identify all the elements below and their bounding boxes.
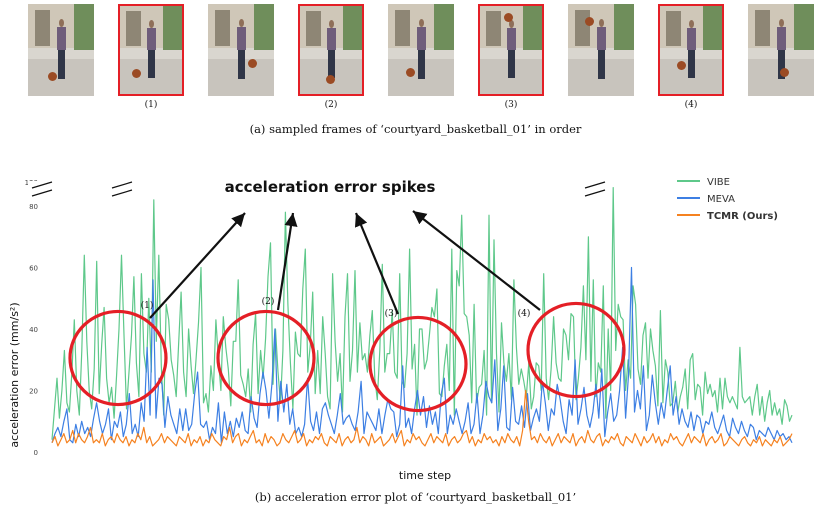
- spike-label: (2): [262, 296, 275, 307]
- spike-circles: (1) (2) (3) (4): [68, 296, 626, 413]
- basketball-icon: [779, 68, 789, 78]
- person-figure: [507, 20, 516, 79]
- basketball-icon: [132, 69, 142, 79]
- y-axis-label: acceleration error (mm/s²): [8, 302, 21, 447]
- frame-thumbnail: [388, 4, 454, 96]
- basketball-icon: [677, 60, 687, 70]
- spike-label: (1): [141, 300, 154, 311]
- spike-label: (3): [385, 308, 398, 319]
- frame-thumbnail: [298, 4, 364, 96]
- basketball-icon: [247, 59, 257, 69]
- frame-thumbnail: [658, 4, 724, 96]
- legend-entry: VIBE: [707, 177, 730, 188]
- caption-b: (b) acceleration error plot of ‘courtyar…: [254, 490, 577, 504]
- spike-circle: [368, 315, 468, 413]
- axis-break-mark: [31, 181, 53, 189]
- basketball-icon: [585, 16, 595, 26]
- annotation-arrow: [276, 212, 298, 311]
- axis-break-marks: [28, 181, 609, 199]
- frame-thumbnail: [478, 4, 544, 96]
- axis-break-mark: [111, 181, 133, 189]
- series-line-tcmr: [51, 389, 793, 447]
- person-figure: [597, 18, 607, 80]
- y-tick-label: 60: [29, 265, 38, 273]
- y-tick-label: 80: [29, 203, 38, 211]
- frame-thumbnail: [748, 4, 814, 96]
- x-axis-label: time step: [399, 469, 451, 482]
- frame-label: (2): [324, 100, 338, 110]
- annotation-arrow: [149, 212, 246, 319]
- legend-entry: MEVA: [707, 194, 735, 205]
- annotation-arrows: [149, 210, 541, 319]
- axis-break-mark: [31, 189, 53, 197]
- series-line-meva: [51, 266, 793, 444]
- series-layer: [51, 186, 793, 447]
- person-figure: [777, 18, 787, 80]
- legend-entry: TCMR (Ours): [707, 211, 778, 222]
- basketball-icon: [406, 68, 416, 78]
- person-figure: [417, 18, 427, 80]
- y-tick-label: 20: [29, 388, 38, 396]
- frame-thumbnail: [208, 4, 274, 96]
- axis-break-mark: [584, 189, 606, 197]
- y-tick-label: 40: [29, 326, 38, 334]
- spike-circle: [68, 309, 168, 407]
- person-figure: [237, 18, 247, 80]
- basketball-icon: [47, 72, 57, 82]
- frame-thumbnail: [118, 4, 184, 96]
- spike-circle: [216, 309, 316, 407]
- axis-break-mark: [111, 189, 133, 197]
- caption-a: (a) sampled frames of ‘courtyard_basketb…: [249, 122, 582, 136]
- annotation-arrow: [354, 212, 400, 315]
- y-tick-group: 0 20 40 60 80: [29, 203, 38, 457]
- basketball-icon: [326, 74, 336, 84]
- person-figure: [57, 18, 67, 80]
- frame-label: (3): [504, 100, 518, 110]
- basketball-icon: [503, 13, 513, 23]
- axis-break-mark: [584, 181, 606, 189]
- person-figure: [327, 20, 336, 79]
- spike-label: (4): [518, 308, 531, 319]
- person-figure: [147, 20, 156, 79]
- person-figure: [687, 20, 696, 79]
- frame-thumbnail: [28, 4, 94, 96]
- frame-thumbnail: [568, 4, 634, 96]
- annotation-title: acceleration error spikes: [225, 178, 436, 196]
- frame-label: (4): [684, 100, 698, 110]
- frame-label: (1): [144, 100, 158, 110]
- spike-circle: [526, 301, 626, 399]
- legend: VIBE MEVA TCMR (Ours): [677, 177, 778, 222]
- sampled-frames-strip: (1) (2) (3) (4): [0, 0, 831, 110]
- y-tick-label: 0: [34, 449, 38, 457]
- annotation-arrow: [412, 210, 541, 311]
